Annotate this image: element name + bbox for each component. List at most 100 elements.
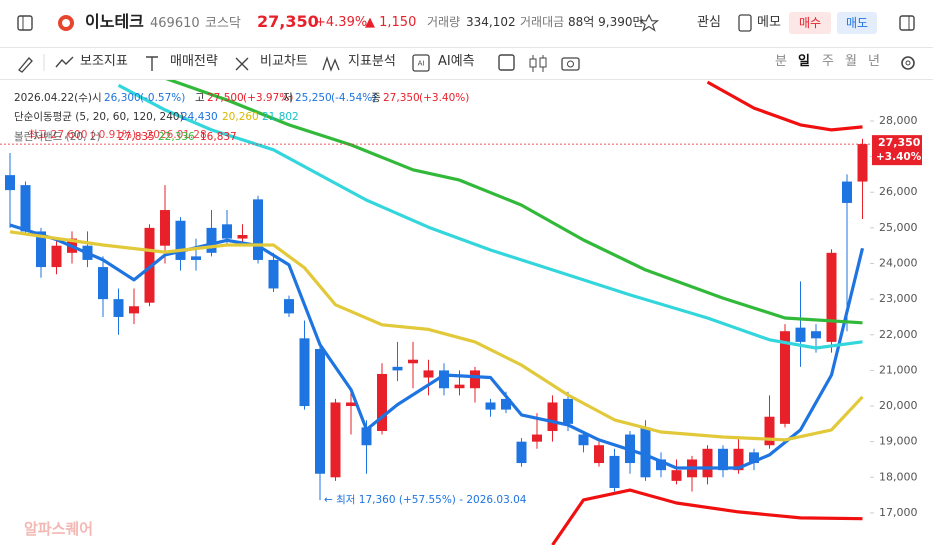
candle-body [718, 448, 728, 471]
period[interactable]: 일 [798, 54, 810, 69]
y-tick-label: 19,000 [879, 435, 918, 448]
bollinger-value: 16,837 [200, 131, 237, 143]
y-tick-label: 24,000 [879, 257, 918, 270]
indicator-line [117, 83, 863, 350]
candle-body [423, 370, 434, 378]
candle-body [160, 210, 170, 246]
y-tick-label: 22,000 [879, 328, 918, 341]
candle-body [268, 259, 279, 289]
ohlc-label: 시 [92, 92, 102, 104]
ohlc-label: 종 [371, 92, 381, 104]
y-tick-label: 20,000 [879, 399, 918, 412]
y-tick-label: 23,000 [879, 292, 918, 305]
indicator-line [165, 80, 863, 325]
candle-body [361, 427, 372, 446]
y-tick-label: 18,000 [879, 470, 918, 483]
candle-body [826, 252, 837, 342]
bollinger-value: 27,835 [118, 131, 155, 143]
period[interactable]: 년 [868, 54, 880, 69]
candle-body [299, 338, 310, 407]
candle-body [563, 398, 573, 424]
candle-body [439, 370, 449, 389]
toolbar-icons: AI [0, 13, 933, 80]
candle-body [764, 416, 775, 446]
period[interactable]: 주 [822, 54, 834, 69]
ma-value: 20,260 [222, 111, 259, 123]
candle-body [656, 459, 666, 471]
buy-button[interactable]: 매수 [789, 12, 831, 34]
watch-button[interactable]: 관심 [697, 15, 721, 30]
chart: 17,000 18,000 19,000 20,000 21,000 22,000 23,0… [0, 80, 922, 545]
candle-body [547, 402, 558, 431]
candle-body [5, 175, 15, 191]
period[interactable]: 분 [775, 54, 787, 69]
plot-area [5, 80, 868, 545]
indicator-line [9, 223, 865, 470]
period[interactable]: 월 [845, 54, 857, 69]
toolbar-item[interactable]: 보조지표 [80, 54, 128, 69]
memo-button[interactable]: 메모 [757, 15, 781, 30]
candle-body [315, 349, 325, 474]
amount-label: 거래대금 [520, 15, 565, 29]
candle-body [51, 245, 62, 268]
stock-code: 469610 [150, 16, 200, 31]
y-tick-label: 26,000 [879, 185, 918, 198]
candle-body [485, 402, 496, 410]
indicator-line [9, 230, 864, 442]
candle-body [749, 452, 759, 464]
y-tick-label: 28,000 [879, 114, 918, 127]
candle-body [702, 448, 713, 478]
candle-body [454, 384, 465, 389]
ohlc-label: 저 [283, 92, 293, 104]
ohlc-value: 27,500 [207, 92, 244, 104]
ohlc-change: (-0.57%) [140, 92, 186, 104]
candle-body [640, 427, 651, 478]
candle-body [144, 227, 155, 303]
watermark: 알파스퀘어 [24, 520, 94, 538]
ma-label: 단순이동평균 (5, 20, 60, 120, 240) [14, 111, 184, 123]
price-tag-change: +3.40% [876, 151, 922, 163]
ohlc-change: (-4.54%) [331, 92, 377, 104]
ohlc-change: (+3.97%) [243, 92, 294, 104]
candle-body [346, 402, 356, 407]
low-annotation: ← 최저 17,360 (+57.55%) - 2026.03.04 [324, 494, 527, 506]
ma-value: 24,430 [181, 111, 218, 123]
high-note: 최고 27,600 (-0.91%) - 2026.01.28 [28, 129, 207, 141]
ma-value: 21,802 [262, 111, 299, 123]
candle-body [392, 366, 403, 371]
bollinger-label: 볼린저밴드 (20, 2) [14, 131, 101, 143]
candle-body [222, 224, 232, 239]
candle-body [237, 235, 248, 239]
volume: 334,102 [466, 15, 516, 29]
candle-body [36, 231, 46, 268]
amount: 88억 9,390만 [568, 15, 644, 29]
price-tag [872, 135, 922, 166]
indicator-line [551, 488, 863, 545]
y-tick-label: 21,000 [879, 363, 918, 376]
candle-body [253, 199, 263, 260]
toolbar-item[interactable]: 지표분석 [348, 54, 396, 69]
candle-body [377, 373, 387, 431]
candle-body [609, 455, 620, 488]
candle-body [408, 359, 418, 364]
ohlc-label: 고 [195, 92, 205, 104]
candle-body [175, 220, 186, 260]
volume-label: 거래량 [427, 15, 461, 29]
toolbar-item[interactable]: 매매전략 [170, 54, 218, 69]
candle-body [671, 470, 682, 481]
y-tick-label: 17,000 [879, 506, 918, 519]
candle-body [98, 267, 108, 300]
ohlc-value: 25,250 [295, 92, 332, 104]
candle-body [20, 185, 31, 232]
toolbar-item[interactable]: AI예측 [438, 54, 475, 69]
candle-body [733, 448, 744, 471]
toolbar-item[interactable]: 비교차트 [260, 54, 308, 69]
price: 27,350 [257, 12, 319, 31]
candle-body [795, 327, 806, 342]
candle-body [470, 370, 480, 389]
sell-button[interactable]: 매도 [837, 12, 877, 34]
candle-body [780, 331, 790, 424]
bollinger-value: 22,336 [158, 131, 195, 143]
candle-body [578, 434, 589, 446]
